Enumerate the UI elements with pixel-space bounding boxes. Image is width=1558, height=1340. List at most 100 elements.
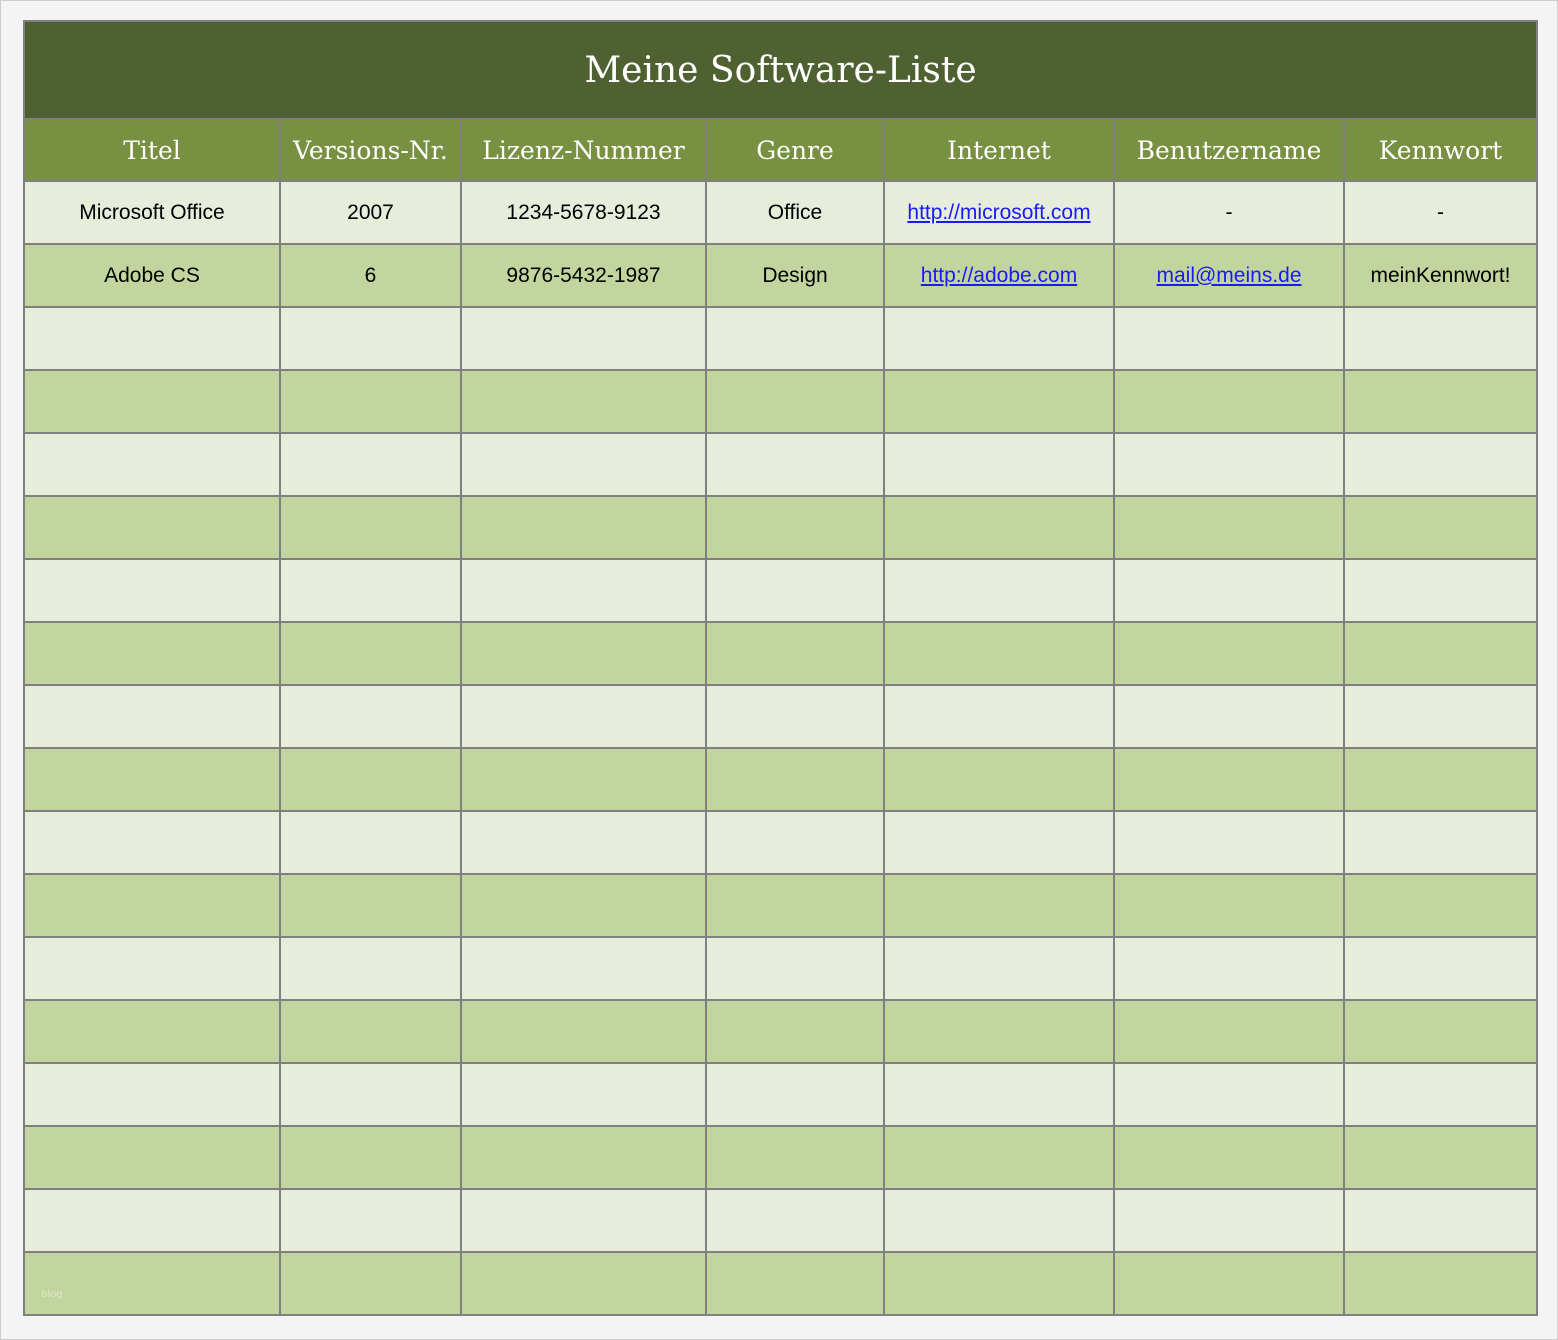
empty-cell[interactable] (883, 1125, 1115, 1190)
empty-cell[interactable] (25, 1062, 281, 1127)
empty-cell[interactable] (279, 495, 462, 560)
empty-cell[interactable] (1343, 747, 1536, 812)
empty-cell[interactable] (279, 936, 462, 1001)
empty-cell[interactable] (25, 621, 281, 686)
empty-cell[interactable] (1343, 306, 1536, 371)
cell-lizenz[interactable]: 9876-5432-1987 (460, 243, 707, 308)
empty-cell[interactable] (460, 684, 707, 749)
empty-cell[interactable] (460, 1188, 707, 1253)
empty-cell[interactable] (1343, 999, 1536, 1064)
cell-genre[interactable]: Design (705, 243, 885, 308)
empty-cell[interactable] (279, 558, 462, 623)
empty-cell[interactable] (1113, 747, 1345, 812)
empty-cell[interactable] (460, 747, 707, 812)
empty-cell[interactable] (460, 1125, 707, 1190)
empty-cell[interactable] (883, 1062, 1115, 1127)
internet-link[interactable]: http://microsoft.com (907, 200, 1091, 224)
empty-cell[interactable] (705, 747, 885, 812)
empty-cell[interactable] (1343, 369, 1536, 434)
empty-cell[interactable] (705, 621, 885, 686)
empty-cell[interactable] (25, 873, 281, 938)
empty-cell[interactable] (25, 747, 281, 812)
empty-cell[interactable] (1113, 873, 1345, 938)
empty-cell[interactable] (1343, 1251, 1536, 1314)
empty-cell[interactable] (883, 1188, 1115, 1253)
empty-cell[interactable] (883, 306, 1115, 371)
empty-cell[interactable] (705, 1062, 885, 1127)
cell-lizenz[interactable]: 1234-5678-9123 (460, 180, 707, 245)
empty-cell[interactable] (460, 1251, 707, 1314)
cell-benutzername[interactable]: - (1113, 180, 1345, 245)
cell-version[interactable]: 2007 (279, 180, 462, 245)
empty-cell[interactable] (705, 432, 885, 497)
empty-cell[interactable] (705, 936, 885, 1001)
cell-benutzername[interactable]: mail@meins.de (1113, 243, 1345, 308)
empty-cell[interactable] (279, 306, 462, 371)
empty-cell[interactable] (460, 810, 707, 875)
empty-cell[interactable] (25, 936, 281, 1001)
empty-cell[interactable] (279, 369, 462, 434)
empty-cell[interactable] (279, 621, 462, 686)
empty-cell[interactable] (883, 873, 1115, 938)
empty-cell[interactable] (883, 495, 1115, 560)
empty-cell[interactable] (1113, 621, 1345, 686)
empty-cell[interactable] (883, 810, 1115, 875)
empty-cell[interactable] (883, 936, 1115, 1001)
empty-cell[interactable] (279, 747, 462, 812)
empty-cell[interactable] (25, 495, 281, 560)
empty-cell[interactable] (705, 684, 885, 749)
empty-cell[interactable] (705, 306, 885, 371)
empty-cell[interactable] (279, 1251, 462, 1314)
empty-cell[interactable] (705, 999, 885, 1064)
empty-cell[interactable] (460, 621, 707, 686)
empty-cell[interactable] (1113, 1062, 1345, 1127)
email-link[interactable]: mail@meins.de (1156, 263, 1302, 287)
empty-cell[interactable] (25, 558, 281, 623)
empty-cell[interactable] (279, 1125, 462, 1190)
empty-cell[interactable] (1113, 495, 1345, 560)
empty-cell[interactable] (883, 999, 1115, 1064)
cell-internet[interactable]: http://microsoft.com (883, 180, 1115, 245)
empty-cell[interactable] (1343, 684, 1536, 749)
empty-cell[interactable] (1343, 621, 1536, 686)
empty-cell[interactable] (279, 684, 462, 749)
empty-cell[interactable] (1113, 999, 1345, 1064)
empty-cell[interactable] (460, 495, 707, 560)
empty-cell[interactable] (883, 369, 1115, 434)
empty-cell[interactable] (705, 873, 885, 938)
empty-cell[interactable] (1343, 873, 1536, 938)
empty-cell[interactable] (460, 306, 707, 371)
empty-cell[interactable] (1113, 369, 1345, 434)
empty-cell[interactable] (883, 558, 1115, 623)
empty-cell[interactable] (1113, 810, 1345, 875)
empty-cell[interactable] (883, 432, 1115, 497)
empty-cell[interactable] (25, 999, 281, 1064)
empty-cell[interactable] (883, 684, 1115, 749)
empty-cell[interactable] (1343, 495, 1536, 560)
empty-cell[interactable] (25, 306, 281, 371)
empty-cell[interactable] (279, 810, 462, 875)
empty-cell[interactable] (460, 432, 707, 497)
empty-cell[interactable] (1343, 810, 1536, 875)
empty-cell[interactable] (705, 558, 885, 623)
cell-kennwort[interactable]: - (1343, 180, 1536, 245)
empty-cell[interactable] (1113, 1251, 1345, 1314)
empty-cell[interactable] (25, 684, 281, 749)
empty-cell[interactable] (25, 1251, 281, 1314)
empty-cell[interactable] (25, 369, 281, 434)
empty-cell[interactable] (1113, 1125, 1345, 1190)
empty-cell[interactable] (25, 1188, 281, 1253)
empty-cell[interactable] (25, 810, 281, 875)
empty-cell[interactable] (883, 1251, 1115, 1314)
empty-cell[interactable] (1113, 558, 1345, 623)
empty-cell[interactable] (883, 747, 1115, 812)
empty-cell[interactable] (279, 999, 462, 1064)
empty-cell[interactable] (279, 432, 462, 497)
empty-cell[interactable] (460, 999, 707, 1064)
empty-cell[interactable] (705, 1251, 885, 1314)
empty-cell[interactable] (705, 495, 885, 560)
empty-cell[interactable] (25, 1125, 281, 1190)
cell-kennwort[interactable]: meinKennwort! (1343, 243, 1536, 308)
empty-cell[interactable] (1113, 936, 1345, 1001)
empty-cell[interactable] (25, 432, 281, 497)
